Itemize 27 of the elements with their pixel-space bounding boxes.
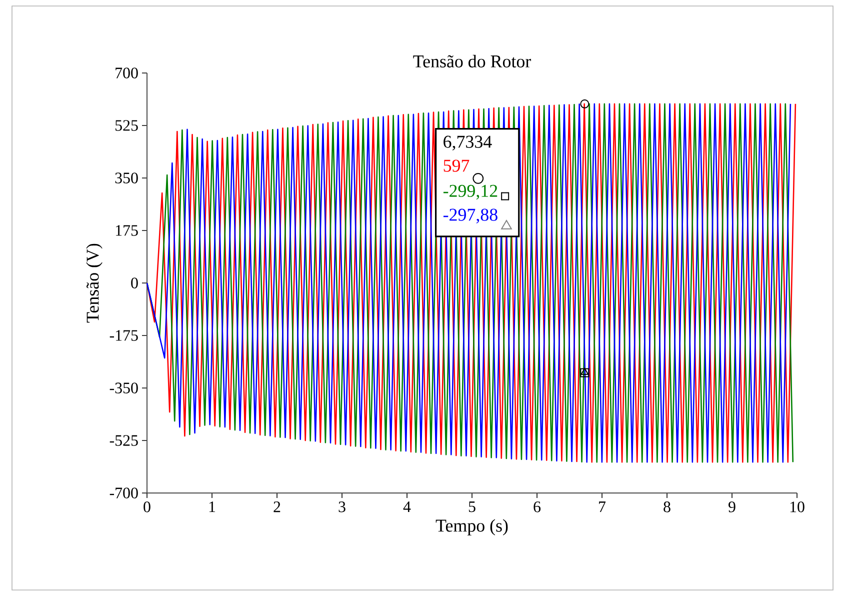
x-tick-label: 2 <box>274 502 280 512</box>
x-tick-label: 5 <box>468 502 476 512</box>
x-axis-title: Tempo (s) <box>436 519 508 536</box>
x-tick-label: 3 <box>338 502 346 512</box>
y-tick-label: 525 <box>115 120 138 131</box>
x-tick-label: 7 <box>599 502 606 512</box>
x-tick-label: 6 <box>534 502 541 512</box>
x-tick-label: 4 <box>403 502 411 512</box>
x-tick-label: 10 <box>790 502 804 512</box>
x-tick-label: 8 <box>664 502 670 512</box>
y-tick-label: 175 <box>116 225 138 236</box>
annotation: -297,88 <box>443 208 498 224</box>
y-axis-title: Tensão (V) <box>86 244 102 323</box>
y-tick-label: 350 <box>115 172 138 184</box>
y-tick-label: -525 <box>110 435 138 446</box>
y-tick-label: 0 <box>131 278 138 288</box>
chart-title: Tensão do Rotor <box>413 54 531 68</box>
y-tick-label: -350 <box>110 382 138 394</box>
annotation: -299,12 <box>443 184 498 200</box>
y-tick-label: -700 <box>110 488 138 498</box>
x-tick-label: 1 <box>209 502 216 512</box>
y-tick-label: -175 <box>110 330 138 341</box>
annotation: 6,7334 <box>444 136 492 150</box>
x-tick-label: 9 <box>728 502 736 512</box>
y-tick-label: 700 <box>116 68 138 78</box>
annotation: 597 <box>444 160 470 172</box>
x-tick-label: 0 <box>144 502 150 512</box>
